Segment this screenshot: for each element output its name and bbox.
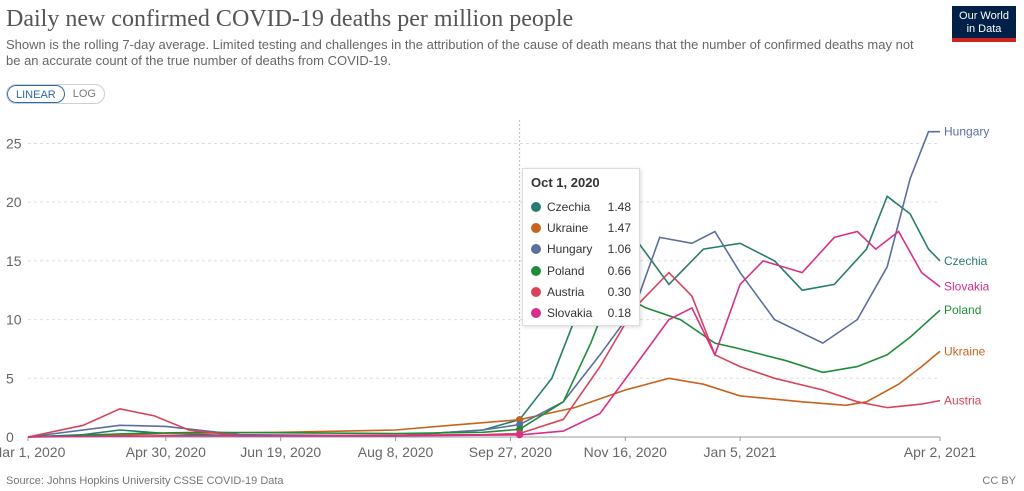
tooltip-series-value: 0.66 bbox=[607, 263, 631, 278]
legend-dot-icon bbox=[531, 201, 541, 212]
scale-toggle: LINEAR LOG bbox=[6, 84, 105, 104]
x-tick-label: Mar 1, 2020 bbox=[0, 444, 66, 460]
series-line-austria bbox=[27, 271, 941, 438]
hover-tooltip: Oct 1, 2020 Czechia 1.48 Ukraine 1.47 Hungar… bbox=[522, 168, 640, 326]
tooltip-series-value: 0.18 bbox=[607, 306, 631, 321]
tooltip-row-austria: Austria 0.30 bbox=[531, 281, 631, 302]
source-note: Source: Johns Hopkins University CSSE CO… bbox=[6, 475, 284, 487]
series-end-label-austria: Austria bbox=[944, 394, 982, 408]
x-tick-label: Jan 5, 2021 bbox=[704, 444, 777, 460]
legend-dot-icon bbox=[531, 286, 541, 297]
y-tick-label: 25 bbox=[6, 135, 22, 151]
tooltip-series-value: 1.47 bbox=[607, 220, 631, 235]
tooltip-series-name: Poland bbox=[547, 263, 585, 278]
chart-subtitle: Shown is the rolling 7-day average. Limi… bbox=[6, 37, 914, 68]
legend-dot-icon bbox=[531, 244, 541, 255]
y-tick-label: 15 bbox=[6, 253, 22, 269]
x-tick-label: Sep 27, 2020 bbox=[469, 444, 553, 460]
logo-line-1: Our World bbox=[959, 10, 1009, 22]
tooltip-rows: Czechia 1.48 Ukraine 1.47 Hungary 1.06 Poland 0… bbox=[531, 196, 631, 324]
legend-dot-icon bbox=[531, 265, 541, 276]
hover-point-slovakia bbox=[516, 431, 524, 439]
tooltip-series-name: Hungary bbox=[547, 242, 593, 257]
series-end-label-slovakia: Slovakia bbox=[944, 280, 990, 294]
tooltip-series-value: 1.48 bbox=[607, 199, 631, 214]
tooltip-row-czechia: Czechia 1.48 bbox=[531, 196, 631, 217]
y-tick-label: 0 bbox=[6, 429, 14, 445]
tooltip-date: Oct 1, 2020 bbox=[531, 175, 600, 190]
log-scale-button[interactable]: LOG bbox=[72, 88, 96, 100]
x-tick-label: Aug 8, 2020 bbox=[358, 444, 434, 460]
legend-dot-icon bbox=[531, 308, 541, 319]
license-link[interactable]: CC BY bbox=[982, 475, 1016, 487]
tooltip-series-value: 1.06 bbox=[607, 242, 631, 257]
tooltip-series-name: Slovakia bbox=[547, 306, 593, 321]
linear-scale-button[interactable]: LINEAR bbox=[7, 85, 65, 103]
owid-logo[interactable]: Our World in Data bbox=[952, 6, 1016, 42]
tooltip-row-poland: Poland 0.66 bbox=[531, 260, 631, 281]
series-end-label-hungary: Hungary bbox=[944, 125, 989, 139]
tooltip-series-value: 0.30 bbox=[607, 284, 631, 299]
series-line-ukraine bbox=[27, 350, 941, 438]
legend-dot-icon bbox=[531, 222, 541, 233]
x-tick-label: Jun 19, 2020 bbox=[240, 444, 321, 460]
logo-line-2: in Data bbox=[966, 23, 1002, 35]
y-tick-label: 10 bbox=[6, 312, 22, 328]
series-end-label-poland: Poland bbox=[944, 303, 981, 317]
series-line-hungary bbox=[27, 130, 940, 438]
series-end-label-ukraine: Ukraine bbox=[944, 344, 986, 358]
y-tick-label: 20 bbox=[6, 194, 22, 210]
tooltip-series-name: Austria bbox=[547, 284, 585, 299]
x-tick-label: Apr 2, 2021 bbox=[904, 444, 977, 460]
tooltip-row-ukraine: Ukraine 1.47 bbox=[531, 217, 631, 238]
tooltip-series-name: Ukraine bbox=[547, 220, 589, 235]
tooltip-row-hungary: Hungary 1.06 bbox=[531, 239, 631, 260]
tooltip-series-name: Czechia bbox=[547, 199, 591, 214]
hover-point-ukraine bbox=[516, 416, 524, 424]
series-end-label-czechia: Czechia bbox=[944, 254, 988, 268]
chart-title: Daily new confirmed COVID-19 deaths per … bbox=[6, 6, 574, 32]
x-tick-label: Apr 30, 2020 bbox=[126, 444, 206, 460]
x-tick-label: Nov 16, 2020 bbox=[584, 444, 667, 460]
series-line-poland bbox=[27, 289, 941, 438]
tooltip-row-slovakia: Slovakia 0.18 bbox=[531, 302, 631, 323]
y-tick-label: 5 bbox=[6, 370, 14, 386]
series-line-czechia bbox=[27, 195, 941, 438]
